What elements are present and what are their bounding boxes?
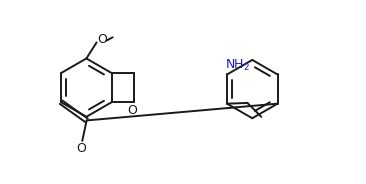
Text: O: O <box>128 104 138 117</box>
Text: NH$_2$: NH$_2$ <box>225 58 250 73</box>
Text: O: O <box>76 142 86 155</box>
Text: O: O <box>97 33 107 46</box>
